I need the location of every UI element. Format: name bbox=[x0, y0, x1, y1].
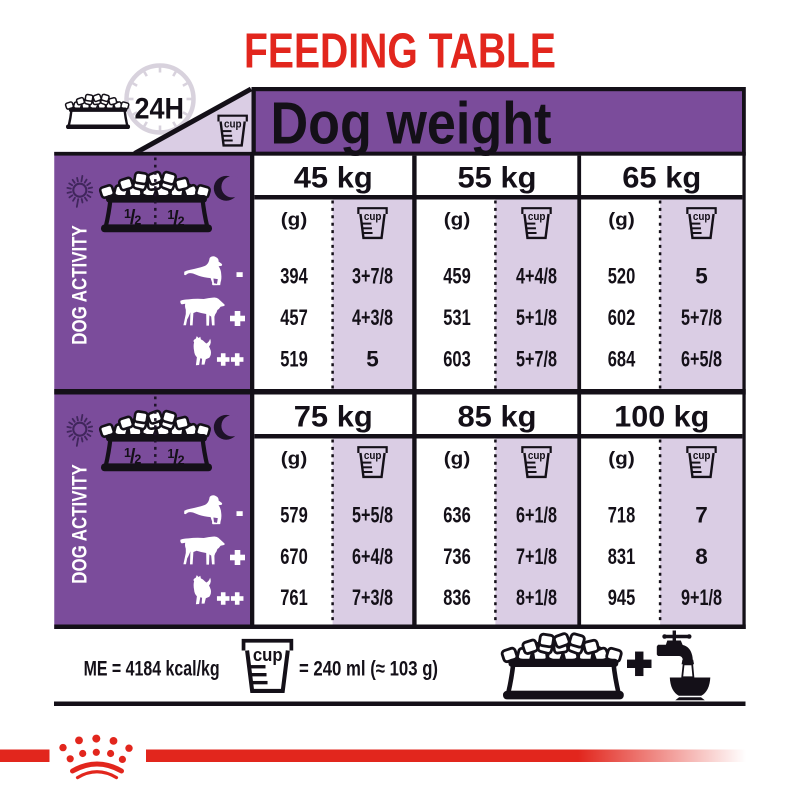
svg-text:602: 602 bbox=[608, 305, 636, 330]
svg-text:836: 836 bbox=[443, 585, 471, 610]
svg-text:= 240 ml (≈ 103 g): = 240 ml (≈ 103 g) bbox=[299, 658, 438, 681]
svg-text:Dog weight: Dog weight bbox=[271, 91, 552, 157]
svg-text:DOG ACTIVITY: DOG ACTIVITY bbox=[68, 464, 91, 584]
svg-text:7+3/8: 7+3/8 bbox=[352, 585, 393, 610]
svg-text:457: 457 bbox=[280, 305, 308, 330]
svg-text:5: 5 bbox=[695, 264, 708, 289]
svg-text:(g): (g) bbox=[444, 210, 471, 230]
svg-text:1: 1 bbox=[167, 208, 174, 222]
svg-text:7: 7 bbox=[695, 503, 708, 528]
svg-text:1: 1 bbox=[167, 447, 174, 461]
svg-text:4+3/8: 4+3/8 bbox=[352, 305, 393, 330]
svg-text:45 kg: 45 kg bbox=[294, 161, 373, 194]
svg-text:3+7/8: 3+7/8 bbox=[352, 264, 393, 289]
svg-text:603: 603 bbox=[443, 347, 471, 372]
svg-text:831: 831 bbox=[608, 544, 636, 569]
svg-text:/: / bbox=[173, 447, 179, 469]
svg-text:(g): (g) bbox=[608, 449, 635, 469]
svg-text:945: 945 bbox=[608, 585, 636, 610]
svg-text:718: 718 bbox=[608, 503, 636, 528]
svg-text:5: 5 bbox=[366, 347, 379, 372]
svg-text:670: 670 bbox=[280, 544, 308, 569]
svg-text:2: 2 bbox=[178, 215, 185, 229]
svg-text:636: 636 bbox=[443, 503, 471, 528]
svg-text:5+5/8: 5+5/8 bbox=[352, 503, 393, 528]
svg-text:85 kg: 85 kg bbox=[458, 400, 537, 433]
svg-text:1: 1 bbox=[124, 207, 131, 221]
svg-text:8: 8 bbox=[695, 544, 708, 569]
svg-text:684: 684 bbox=[608, 347, 636, 372]
svg-text:2: 2 bbox=[134, 453, 141, 467]
svg-text:5+7/8: 5+7/8 bbox=[681, 305, 722, 330]
svg-text:6+4/8: 6+4/8 bbox=[352, 544, 393, 569]
svg-text:531: 531 bbox=[443, 305, 471, 330]
svg-text:8+1/8: 8+1/8 bbox=[516, 585, 557, 610]
svg-text:100 kg: 100 kg bbox=[614, 400, 709, 433]
svg-text:FEEDING TABLE: FEEDING TABLE bbox=[244, 25, 556, 79]
svg-text:65 kg: 65 kg bbox=[622, 161, 701, 194]
svg-text:520: 520 bbox=[608, 264, 636, 289]
svg-text:(g): (g) bbox=[281, 449, 308, 469]
svg-text:6+1/8: 6+1/8 bbox=[516, 503, 557, 528]
svg-text:6+5/8: 6+5/8 bbox=[681, 347, 722, 372]
svg-text:DOG ACTIVITY: DOG ACTIVITY bbox=[68, 225, 91, 345]
svg-text:(g): (g) bbox=[281, 210, 308, 230]
svg-text:5+1/8: 5+1/8 bbox=[516, 305, 557, 330]
svg-text:/: / bbox=[130, 446, 136, 468]
svg-text:394: 394 bbox=[280, 264, 308, 289]
svg-text:2: 2 bbox=[178, 454, 185, 468]
svg-text:(g): (g) bbox=[608, 210, 635, 230]
svg-text:736: 736 bbox=[443, 544, 471, 569]
svg-text:/: / bbox=[173, 208, 179, 230]
svg-text:7+1/8: 7+1/8 bbox=[516, 544, 557, 569]
svg-text:ME = 4184 kcal/kg: ME = 4184 kcal/kg bbox=[84, 658, 220, 681]
svg-text:4+4/8: 4+4/8 bbox=[516, 264, 557, 289]
svg-text:24H: 24H bbox=[135, 93, 185, 126]
svg-text:55 kg: 55 kg bbox=[458, 161, 537, 194]
svg-text:459: 459 bbox=[443, 264, 471, 289]
svg-text:5+7/8: 5+7/8 bbox=[516, 347, 557, 372]
svg-text:(g): (g) bbox=[444, 449, 471, 469]
svg-text:519: 519 bbox=[280, 347, 308, 372]
svg-text:761: 761 bbox=[280, 585, 308, 610]
svg-text:75 kg: 75 kg bbox=[294, 400, 373, 433]
svg-text:9+1/8: 9+1/8 bbox=[681, 585, 722, 610]
svg-text:579: 579 bbox=[280, 503, 308, 528]
svg-text:/: / bbox=[130, 207, 136, 229]
svg-text:2: 2 bbox=[134, 214, 141, 228]
svg-text:1: 1 bbox=[124, 446, 131, 460]
